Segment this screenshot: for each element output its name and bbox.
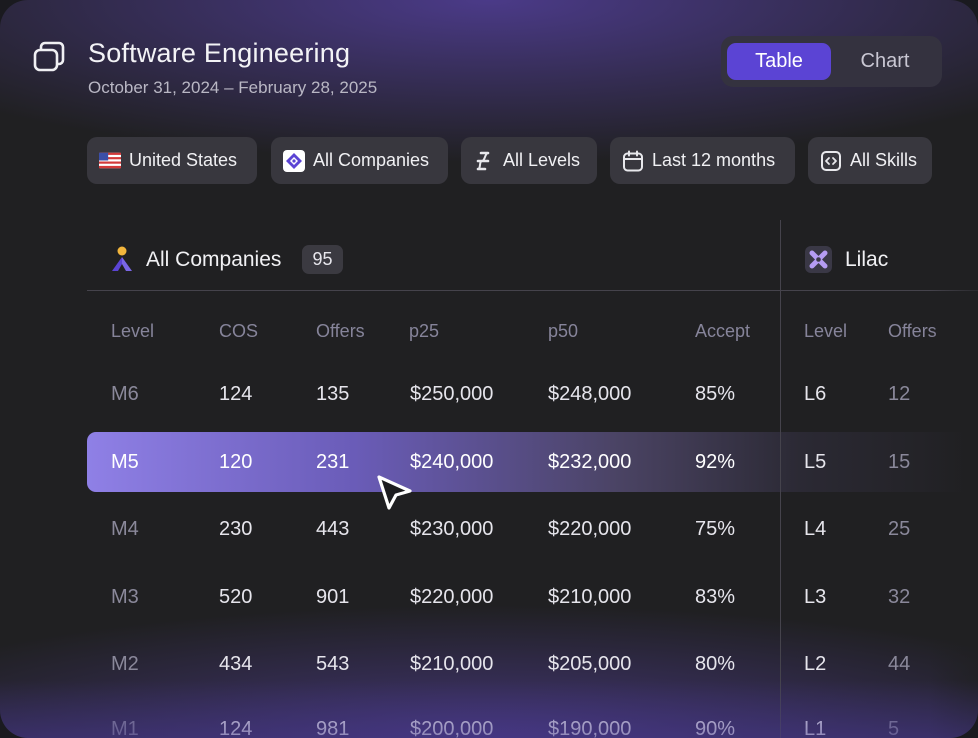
all-companies-icon bbox=[112, 246, 132, 271]
row-m4-level: M4 bbox=[111, 518, 139, 540]
row-m4-cos: 230 bbox=[219, 518, 253, 540]
filter-skills[interactable]: All Skills bbox=[808, 137, 932, 184]
lilac-title: Lilac bbox=[845, 248, 889, 271]
row-m2-accept: 80% bbox=[695, 653, 736, 675]
row-l2-level: L2 bbox=[804, 653, 827, 675]
calendar-icon bbox=[622, 150, 644, 172]
row-m4-p50: $220,000 bbox=[548, 518, 632, 540]
filter-period[interactable]: Last 12 months bbox=[610, 137, 795, 184]
row-m4-offers: 443 bbox=[316, 518, 350, 540]
filter-period-label: Last 12 months bbox=[652, 150, 776, 170]
col-offers[interactable]: Offers bbox=[316, 321, 365, 341]
row-m5-level: M5 bbox=[111, 451, 139, 473]
lilac-logo-icon bbox=[805, 246, 832, 273]
row-l3-offers: 32 bbox=[888, 586, 911, 608]
row-m3-p25: $220,000 bbox=[410, 586, 494, 608]
row-m3-accept: 83% bbox=[695, 586, 736, 608]
row-l6-level: L6 bbox=[804, 383, 827, 405]
companies-icon bbox=[283, 149, 305, 172]
col-lilac-offers[interactable]: Offers bbox=[888, 321, 937, 341]
all-companies-title: All Companies bbox=[146, 248, 282, 271]
row-m2-offers: 543 bbox=[316, 653, 350, 675]
filter-companies[interactable]: All Companies bbox=[271, 137, 448, 184]
selected-row-highlight bbox=[87, 432, 978, 492]
filter-skills-label: All Skills bbox=[850, 150, 918, 170]
row-m1-p25: $200,000 bbox=[410, 718, 494, 738]
col-p25[interactable]: p25 bbox=[409, 321, 440, 341]
row-l4-level: L4 bbox=[804, 518, 827, 540]
header-divider bbox=[87, 290, 978, 291]
col-cos[interactable]: COS bbox=[219, 321, 259, 341]
row-m3-p50: $210,000 bbox=[548, 586, 632, 608]
filter-levels-label: All Levels bbox=[503, 150, 581, 170]
row-m1-offers: 981 bbox=[316, 718, 350, 738]
row-m5-offers: 231 bbox=[316, 451, 350, 473]
row-l6-offers: 12 bbox=[888, 383, 911, 405]
group-divider bbox=[780, 220, 781, 738]
row-m2-level: M2 bbox=[111, 653, 139, 675]
row-m1-cos: 124 bbox=[219, 718, 253, 738]
row-m2-p50: $205,000 bbox=[548, 653, 632, 675]
row-m6-level: M6 bbox=[111, 383, 139, 405]
row-l4-offers: 25 bbox=[888, 518, 911, 540]
row-m5-cos: 120 bbox=[219, 451, 253, 473]
row-l1-level: L1 bbox=[804, 718, 827, 738]
row-m6-p25: $250,000 bbox=[410, 383, 494, 405]
row-m6-offers: 135 bbox=[316, 383, 350, 405]
col-accept[interactable]: Accept bbox=[695, 321, 751, 341]
row-m3-offers: 901 bbox=[316, 586, 350, 608]
row-m2-cos: 434 bbox=[219, 653, 253, 675]
row-l3-level: L3 bbox=[804, 586, 827, 608]
row-m1-level: M1 bbox=[111, 718, 139, 738]
row-m2-p25: $210,000 bbox=[410, 653, 494, 675]
row-l2-offers: 44 bbox=[888, 653, 911, 675]
levels-icon bbox=[473, 150, 495, 172]
row-m4-p25: $230,000 bbox=[410, 518, 494, 540]
row-m5-p25: $240,000 bbox=[410, 451, 494, 473]
filter-levels[interactable]: All Levels bbox=[461, 137, 597, 184]
chart-view-button[interactable]: Chart bbox=[860, 50, 910, 72]
filter-country[interactable]: United States bbox=[87, 137, 257, 184]
stack-icon bbox=[33, 41, 65, 72]
row-m5-p50: $232,000 bbox=[548, 451, 632, 473]
date-range: October 31, 2024 – February 28, 2025 bbox=[88, 78, 378, 97]
table-view-button[interactable]: Table bbox=[727, 43, 831, 80]
col-lilac-level[interactable]: Level bbox=[804, 321, 848, 341]
us-flag-icon bbox=[99, 150, 121, 172]
row-m1-p50: $190,000 bbox=[548, 718, 632, 738]
row-m3-cos: 520 bbox=[219, 586, 253, 608]
view-toggle: Table Chart bbox=[721, 36, 942, 87]
page-title: Software Engineering bbox=[88, 38, 351, 68]
row-m6-cos: 124 bbox=[219, 383, 253, 405]
row-l1-offers: 5 bbox=[888, 718, 900, 738]
filter-country-label: United States bbox=[129, 150, 238, 170]
filter-companies-label: All Companies bbox=[313, 150, 430, 170]
row-l5-level: L5 bbox=[804, 451, 827, 473]
row-l5-offers: 15 bbox=[888, 451, 911, 473]
row-m4-accept: 75% bbox=[695, 518, 736, 540]
row-m5-accept: 92% bbox=[695, 451, 736, 473]
company-count-badge: 95 bbox=[302, 245, 343, 274]
row-m3-level: M3 bbox=[111, 586, 139, 608]
mouse-pointer-icon bbox=[377, 475, 412, 510]
row-m6-p50: $248,000 bbox=[548, 383, 632, 405]
row-m1-accept: 90% bbox=[695, 718, 736, 738]
code-icon bbox=[820, 150, 842, 172]
col-p50[interactable]: p50 bbox=[548, 321, 579, 341]
row-m6-accept: 85% bbox=[695, 383, 736, 405]
col-level[interactable]: Level bbox=[111, 321, 155, 341]
